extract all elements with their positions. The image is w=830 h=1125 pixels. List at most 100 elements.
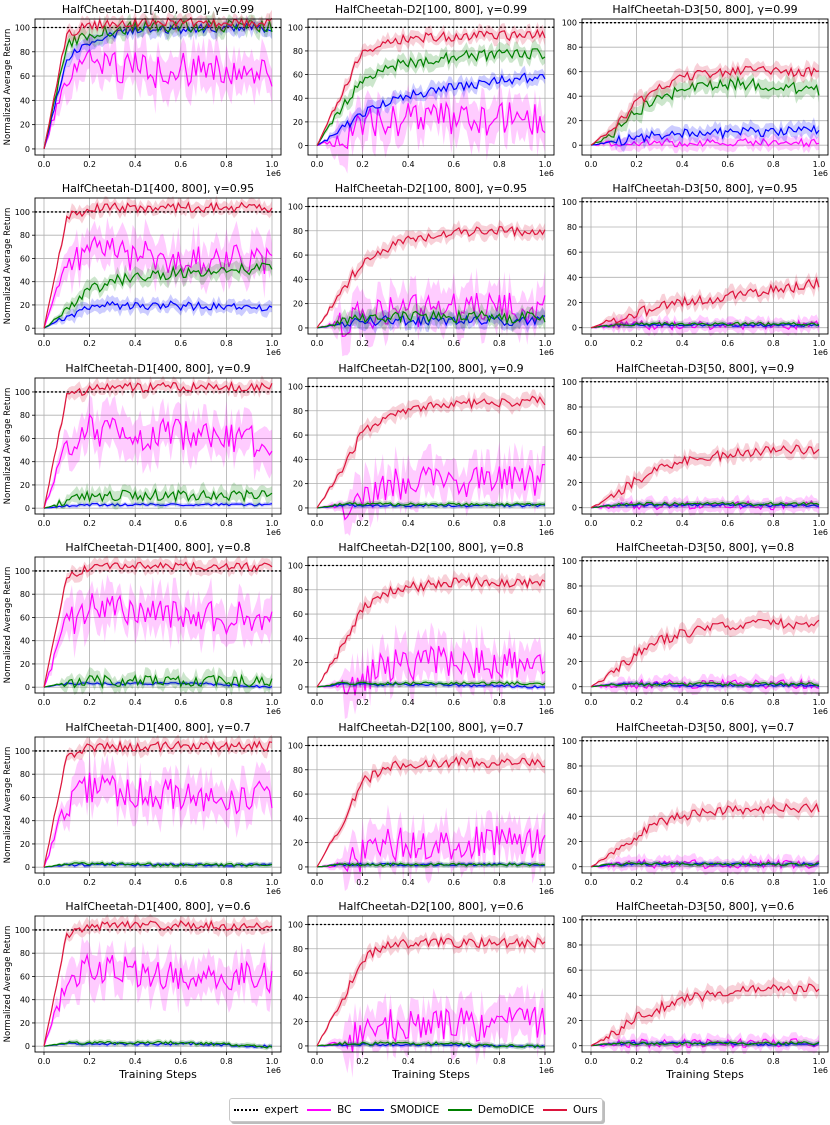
x-tick-label: 0.6: [447, 339, 460, 348]
legend-item-ours: Ours: [542, 1104, 598, 1116]
series-ours-line: [316, 395, 546, 509]
figure-grid: HalfCheetah-D1[400, 800], γ=0.99 0.0 0.2 0.…: [3, 3, 829, 1081]
y-tick-label: 80: [293, 47, 303, 56]
series-bc-line: [43, 593, 273, 688]
series-smodice-line: [590, 124, 820, 146]
x-tick-label: 0.0: [585, 160, 598, 169]
x-tick-label: 0.4: [129, 160, 142, 169]
series-ours-band: [591, 58, 819, 146]
y-tick-label: 100: [15, 388, 30, 397]
series-demodice-band: [317, 679, 545, 688]
legend-item-expert: expert: [234, 1104, 298, 1116]
x-tick-label: 0.4: [676, 339, 689, 348]
series-ours-line: [590, 617, 820, 688]
x-tick-label: 1.0: [813, 339, 826, 348]
y-tick-label: 40: [20, 817, 30, 826]
plot-frame: [34, 197, 282, 335]
x-offset-label: 1e6: [539, 169, 554, 178]
x-offset-label: 1e6: [539, 528, 554, 537]
series-ours-line: [590, 983, 820, 1047]
y-tick-label: 80: [20, 949, 30, 958]
y-tick-label: 60: [20, 793, 30, 802]
x-tick-label: 0.8: [493, 698, 506, 707]
x-tick-label: 0.0: [38, 698, 51, 707]
x-tick-label: 0.0: [311, 878, 324, 887]
y-tick-label: 60: [293, 610, 303, 619]
x-tick-label: 0.4: [676, 698, 689, 707]
y-tick-label: 60: [20, 972, 30, 981]
series-ours-line: [43, 561, 273, 688]
x-tick-label: 0.0: [38, 160, 51, 169]
y-tick-label: 20: [567, 658, 577, 667]
y-tick-label: 80: [567, 582, 577, 591]
plot-frame: [581, 915, 829, 1053]
y-tick-label: 80: [20, 590, 30, 599]
series-bc-line: [316, 291, 546, 337]
x-tick-label: 0.4: [129, 1057, 142, 1066]
series-ours-band: [591, 438, 819, 508]
subplot-title: HalfCheetah-D3[50, 800], γ=0.95: [612, 182, 797, 195]
plot-frame: [34, 556, 282, 694]
x-tick-label: 1.0: [813, 698, 826, 707]
series-smodice-band: [591, 860, 819, 868]
series-bc-band: [317, 804, 545, 891]
y-tick-label: 0: [298, 324, 303, 333]
y-tick-label: 0: [298, 863, 303, 872]
x-tick-label: 0.4: [129, 519, 142, 528]
series-ours-band: [44, 195, 272, 329]
x-tick-label: 0.6: [174, 878, 187, 887]
x-tick-label: 0.0: [585, 339, 598, 348]
series-ours-line: [43, 381, 273, 509]
x-tick-label: 0.6: [447, 1057, 460, 1066]
x-tick-label: 0.4: [402, 519, 415, 528]
series-bc-line: [316, 1006, 546, 1053]
legend-swatch-smodice: [360, 1109, 385, 1111]
subplot-title: HalfCheetah-D2[100, 800], γ=0.99: [335, 3, 527, 16]
y-tick-label: 60: [567, 68, 577, 77]
series-demodice-band: [317, 860, 545, 869]
y-tick-label: 40: [567, 92, 577, 101]
y-axis-label: Normalized Average Return: [3, 926, 13, 1043]
series-ours-band: [317, 569, 545, 687]
y-tick-label: 60: [20, 434, 30, 443]
series-ours-band: [591, 975, 819, 1046]
y-tick-label: 0: [25, 863, 30, 872]
y-tick-label: 0: [25, 683, 30, 692]
series-ours-line: [43, 201, 273, 329]
x-tick-label: 0.2: [356, 160, 369, 169]
subplot-title: HalfCheetah-D3[50, 800], γ=0.8: [616, 541, 794, 554]
series-smodice-band: [44, 16, 272, 149]
series-demodice-band: [44, 254, 272, 329]
y-tick-label: 100: [562, 916, 577, 925]
legend-item-bc: BC: [307, 1104, 351, 1116]
x-tick-label: 0.4: [402, 339, 415, 348]
y-tick-label: 40: [293, 814, 303, 823]
series-ours-band: [591, 610, 819, 687]
y-tick-label: 40: [20, 278, 30, 287]
x-tick-label: 0.4: [402, 698, 415, 707]
x-tick-label: 1.0: [266, 519, 279, 528]
y-tick-label: 100: [15, 747, 30, 756]
x-tick-label: 0.2: [83, 878, 96, 887]
legend-swatch-bc: [307, 1109, 332, 1111]
legend-item-demodice: DemoDICE: [447, 1104, 535, 1116]
y-tick-label: 40: [293, 94, 303, 103]
y-tick-label: 80: [293, 227, 303, 236]
series-demodice-line: [590, 321, 820, 329]
y-tick-label: 60: [293, 431, 303, 440]
y-tick-label: 40: [567, 453, 577, 462]
x-tick-label: 0.2: [83, 339, 96, 348]
legend-label-demodice: DemoDICE: [477, 1104, 535, 1116]
x-tick-label: 0.0: [38, 878, 51, 887]
series-bc-line: [43, 48, 273, 150]
subplot-title: HalfCheetah-D1[400, 800], γ=0.6: [65, 900, 250, 913]
y-tick-label: 100: [288, 203, 303, 212]
x-tick-label: 0.4: [402, 1057, 415, 1066]
series-smodice-line: [316, 682, 546, 689]
legend-label-smodice: SMODICE: [390, 1104, 440, 1116]
series-demodice-band: [44, 666, 272, 696]
series-smodice-band: [317, 307, 545, 334]
plot-frame: [307, 736, 555, 874]
series-smodice-line: [316, 503, 546, 509]
subplot-title: HalfCheetah-D1[400, 800], γ=0.8: [65, 541, 250, 554]
